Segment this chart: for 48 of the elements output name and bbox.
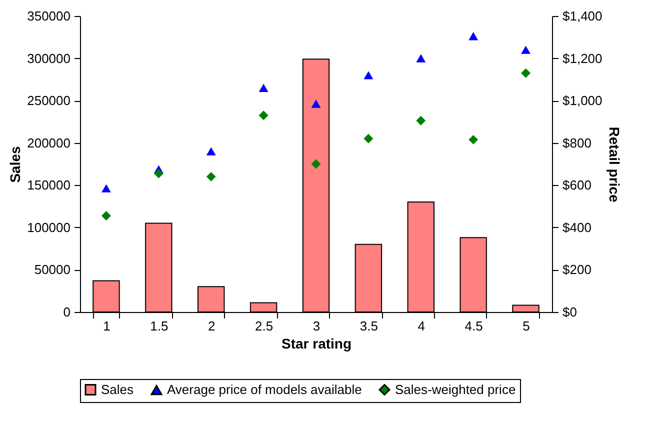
point <box>521 46 531 54</box>
legend-label: Sales <box>101 382 134 397</box>
legend-label: Sales-weighted price <box>395 382 516 397</box>
y-tick-label: 200000 <box>27 135 70 150</box>
y2-tick-label: $1,000 <box>562 93 602 108</box>
legend-label: Average price of models available <box>167 382 362 398</box>
x-axis-title: Star rating <box>281 336 352 352</box>
x-tick-label: 4 <box>418 318 426 334</box>
y-tick-label: 250000 <box>27 93 70 108</box>
point <box>364 71 374 80</box>
point <box>258 110 268 120</box>
y2-tick-label: $800 <box>562 135 592 150</box>
point <box>416 116 426 126</box>
y2-tick-label: $1,400 <box>562 8 602 24</box>
y-tick-label: 300000 <box>27 50 70 66</box>
x-tick-label: 3.5 <box>360 318 378 334</box>
x-tick-label: 5 <box>522 318 530 334</box>
y2-tick-label: $1,200 <box>562 50 602 66</box>
point <box>311 100 321 108</box>
point <box>468 32 478 40</box>
point <box>521 68 531 78</box>
y2-tick-label: $200 <box>562 262 592 278</box>
point <box>258 84 268 92</box>
y2-tick-label: $0 <box>562 304 577 320</box>
y-tick-label: 350000 <box>27 8 70 24</box>
x-tick-label: 2 <box>208 318 216 334</box>
x-tick-label: 1.5 <box>150 318 168 334</box>
y2-tick-label: $600 <box>562 178 592 193</box>
point <box>206 147 216 156</box>
x-tick-label: 2.5 <box>255 318 274 334</box>
point <box>101 211 111 221</box>
x-tick-label: 1 <box>103 318 110 334</box>
point <box>101 184 111 192</box>
point <box>311 159 321 169</box>
y-tick-label: 150000 <box>27 178 70 193</box>
x-tick-label: 4.5 <box>464 318 483 334</box>
point <box>416 54 426 62</box>
point <box>206 172 216 182</box>
x-tick-label: 3 <box>312 318 320 334</box>
point <box>364 134 374 144</box>
y-axis-title: Sales <box>7 146 24 183</box>
point <box>154 168 164 178</box>
y2-axis-title: Retail price <box>606 126 622 202</box>
y-tick-label: 100000 <box>27 220 70 235</box>
y2-tick-label: $400 <box>562 220 592 235</box>
y-tick-label: 0 <box>63 304 70 320</box>
point <box>468 134 478 144</box>
y-tick-label: 50000 <box>34 262 70 278</box>
